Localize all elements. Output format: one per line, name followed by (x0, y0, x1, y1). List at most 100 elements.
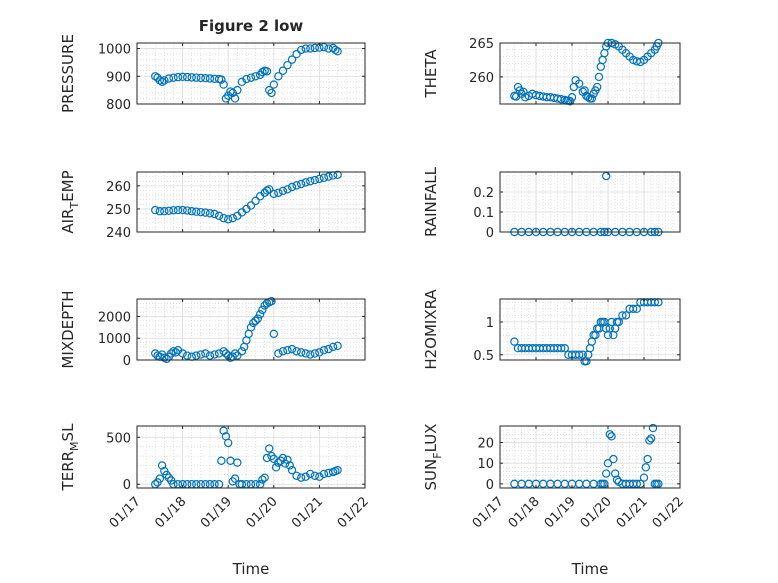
data-point (217, 75, 226, 84)
data-point (296, 473, 306, 482)
data-point (155, 207, 164, 216)
y-axis-label: PRESSURE (59, 34, 77, 113)
data-point (285, 461, 294, 470)
data-point (310, 175, 320, 185)
data-point (246, 201, 256, 210)
data-point (265, 185, 274, 194)
data-point (230, 474, 240, 483)
data-point (251, 196, 260, 206)
data-point (219, 347, 228, 356)
y-tick-label: 20 (477, 437, 494, 452)
axes-box (136, 298, 366, 361)
data-point (223, 438, 233, 448)
data-point (647, 434, 656, 443)
data-point (253, 314, 263, 323)
data-point (621, 311, 631, 320)
data-point (333, 465, 342, 475)
data-point (267, 296, 276, 306)
data-point (600, 479, 609, 489)
data-point (641, 463, 651, 472)
data-point (632, 479, 642, 489)
data-point (228, 213, 237, 223)
data-point (269, 189, 278, 199)
data-point (274, 349, 283, 358)
data-point (265, 444, 274, 453)
data-point (219, 80, 228, 89)
data-point (237, 77, 247, 87)
data-point (237, 347, 247, 356)
data-point (605, 430, 615, 439)
y-tick-label: 265 (469, 37, 494, 52)
data-point (319, 469, 329, 479)
data-point (255, 310, 265, 319)
plot-area (500, 172, 680, 232)
data-point (196, 207, 206, 217)
data-point (182, 72, 192, 82)
data-point (283, 185, 292, 194)
data-point (301, 349, 310, 358)
x-axis-label: Time (232, 560, 270, 578)
data-point (178, 72, 187, 82)
data-point (196, 73, 206, 83)
data-point (607, 432, 616, 441)
data-point (648, 423, 658, 433)
data-point (618, 311, 627, 320)
y-tick-label: 0 (123, 354, 131, 369)
subplot-5: 0 1000 2000 MIXDEPTH (59, 290, 366, 369)
x-tick-label: 01/22 (335, 494, 372, 531)
data-point (166, 349, 176, 358)
y-axis-label: MIXDEPTH (59, 290, 77, 368)
data-point (278, 453, 288, 463)
data-point (315, 472, 324, 481)
x-tick-label: 01/18 (506, 494, 543, 531)
data-point (283, 455, 292, 465)
data-point (278, 347, 288, 356)
y-tick-label: 0 (123, 478, 131, 493)
data-point (278, 66, 288, 75)
data-point (233, 85, 242, 95)
data-point (609, 454, 618, 464)
data-point (262, 67, 272, 76)
y-tick-label: 1 (486, 316, 494, 331)
data-point (173, 72, 183, 82)
data-point (201, 349, 210, 358)
data-point (214, 211, 224, 221)
subplot-7: 0 500 TERRMSL 01/17 01/18 01/19 01/20 01/21 01/2… (59, 423, 372, 578)
data-point (230, 94, 240, 103)
data-point (654, 479, 663, 489)
data-point (162, 354, 171, 364)
data-point (283, 60, 292, 70)
plot-area (500, 299, 680, 360)
y-tick-label: 10 (477, 457, 494, 472)
data-point (192, 207, 201, 216)
data-point (519, 87, 528, 97)
data-point (580, 86, 589, 95)
data-point (629, 304, 638, 314)
axes-box (499, 298, 681, 361)
plot-area (137, 426, 365, 488)
data-point (196, 350, 206, 359)
data-point (566, 97, 575, 106)
x-tick-label: 01/22 (650, 494, 687, 531)
y-tick-label: 1000 (98, 43, 131, 58)
y-axis-label: AIRTEMP (59, 170, 81, 233)
data-point (603, 459, 613, 468)
data-point (223, 91, 233, 100)
data-point (575, 350, 584, 359)
y-tick-label: 500 (106, 431, 131, 446)
data-point (296, 348, 306, 357)
x-tick-label: 01/17 (107, 494, 144, 531)
data-point (324, 344, 333, 354)
x-tick-label: 01/19 (542, 494, 579, 531)
data-point (233, 458, 242, 467)
data-point (292, 181, 301, 190)
axes-box (499, 42, 681, 105)
data-point (258, 67, 267, 77)
data-point (151, 205, 160, 215)
data-point (310, 43, 320, 53)
figure-title: Figure 2 low (199, 17, 304, 35)
y-tick-label: 0 (486, 226, 494, 241)
data-point (292, 49, 301, 59)
data-point (587, 94, 597, 103)
